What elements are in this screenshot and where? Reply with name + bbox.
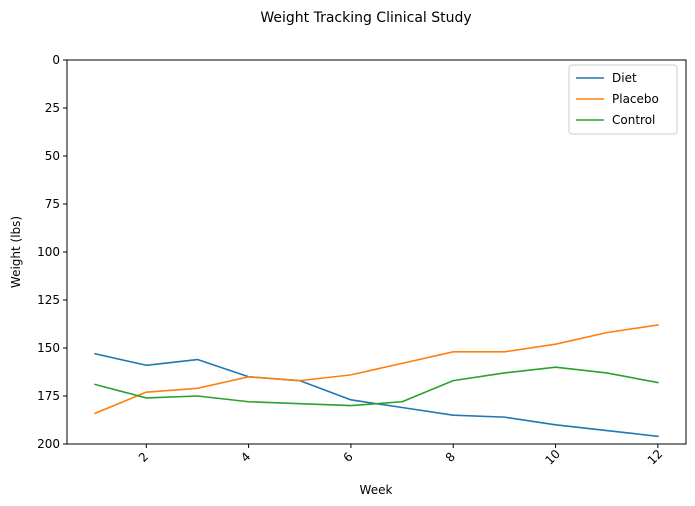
y-tick-label: 125 — [37, 293, 60, 307]
series-layer — [94, 324, 659, 438]
y-tick-label: 100 — [37, 245, 60, 259]
x-axis-label: Week — [360, 483, 393, 497]
legend-label-diet: Diet — [612, 71, 637, 85]
chart-title: Weight Tracking Clinical Study — [260, 10, 471, 26]
series-line-control — [94, 366, 659, 407]
y-tick-label: 75 — [45, 197, 60, 211]
series-line-placebo — [94, 324, 659, 415]
y-axis-label: Weight (lbs) — [9, 216, 23, 288]
legend-label-control: Control — [612, 113, 655, 127]
y-tick-label: 200 — [37, 437, 60, 451]
y-tick-label: 25 — [45, 101, 60, 115]
legend-frame — [568, 64, 678, 135]
y-axis: 0 25 50 75 100 125 150 175 200 — [37, 53, 67, 451]
y-tick-label: 150 — [37, 341, 60, 355]
y-tick-label: 50 — [45, 149, 60, 163]
legend: Diet Placebo Control — [568, 64, 678, 135]
legend-label-placebo: Placebo — [612, 92, 659, 106]
y-tick-label: 0 — [52, 53, 60, 67]
y-tick-label: 175 — [37, 389, 60, 403]
